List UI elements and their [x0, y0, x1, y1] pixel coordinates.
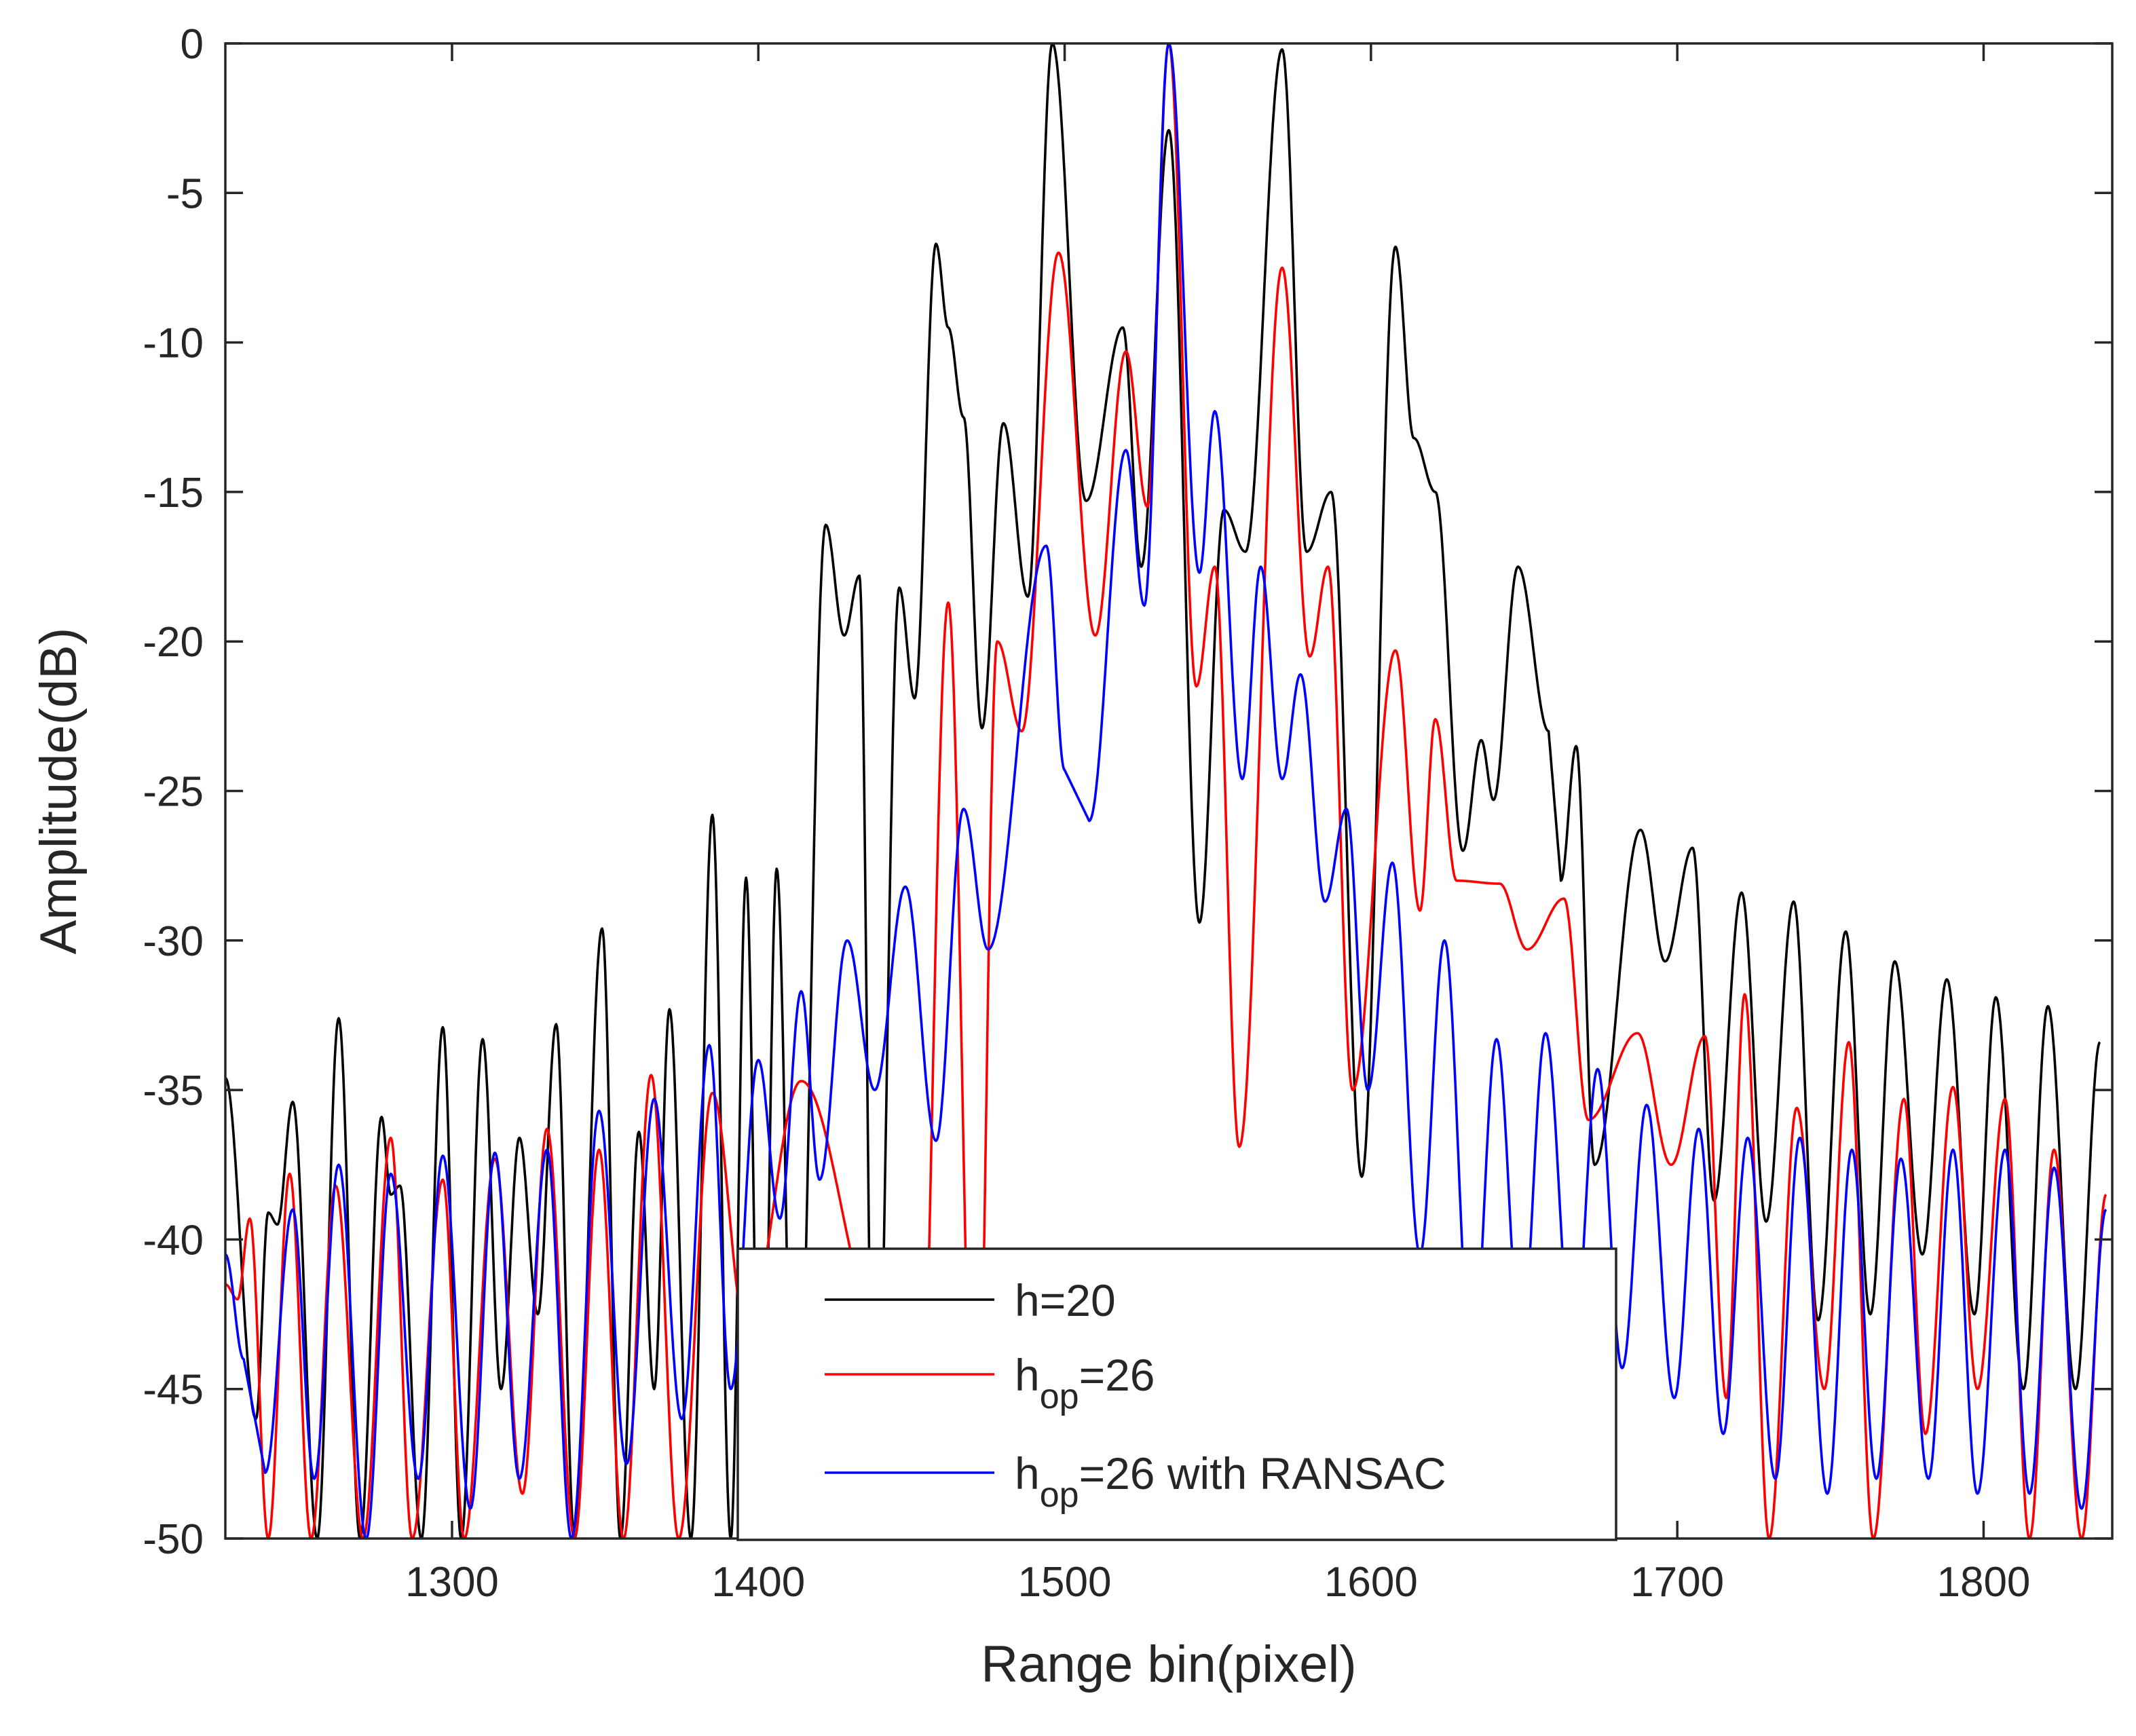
y-tick-label: -35 — [143, 1068, 204, 1114]
y-tick-label: -30 — [143, 918, 204, 965]
y-tick-label: -5 — [166, 170, 204, 217]
x-tick-label: 1600 — [1324, 1559, 1418, 1606]
y-tick-label: -50 — [143, 1516, 204, 1563]
y-tick-label: -45 — [143, 1367, 204, 1414]
legend-label-h20: h=20 — [1015, 1275, 1116, 1325]
legend-label-hop26: hop=26 — [1015, 1350, 1155, 1416]
y-tick-label: -25 — [143, 769, 204, 816]
y-tick-label: -10 — [143, 320, 204, 367]
series-line-hop26-ransac — [225, 43, 2107, 1539]
y-tick-label: -15 — [143, 470, 204, 516]
series-line-h20 — [225, 43, 2101, 1539]
legend-label-hop26-ransac: hop=26 with RANSAC — [1015, 1448, 1446, 1515]
x-tick-label: 1800 — [1936, 1559, 2030, 1606]
x-tick-label: 1400 — [711, 1559, 805, 1606]
series-layer — [225, 43, 2107, 1539]
y-tick-label: -40 — [143, 1217, 204, 1264]
legend-box — [736, 1247, 1617, 1541]
legend: h=20 hop=26 hop=26 with RANSAC — [736, 1247, 1617, 1541]
x-tick-label: 1500 — [1018, 1559, 1112, 1606]
x-tick-label: 1700 — [1630, 1559, 1724, 1606]
y-axis-label: Amplitude(dB) — [30, 628, 88, 955]
y-tick-label: -20 — [143, 619, 204, 666]
x-tick-label: 1300 — [405, 1559, 499, 1606]
y-tick-label: 0 — [181, 21, 204, 68]
x-axis-label: Range bin(pixel) — [981, 1636, 1356, 1693]
